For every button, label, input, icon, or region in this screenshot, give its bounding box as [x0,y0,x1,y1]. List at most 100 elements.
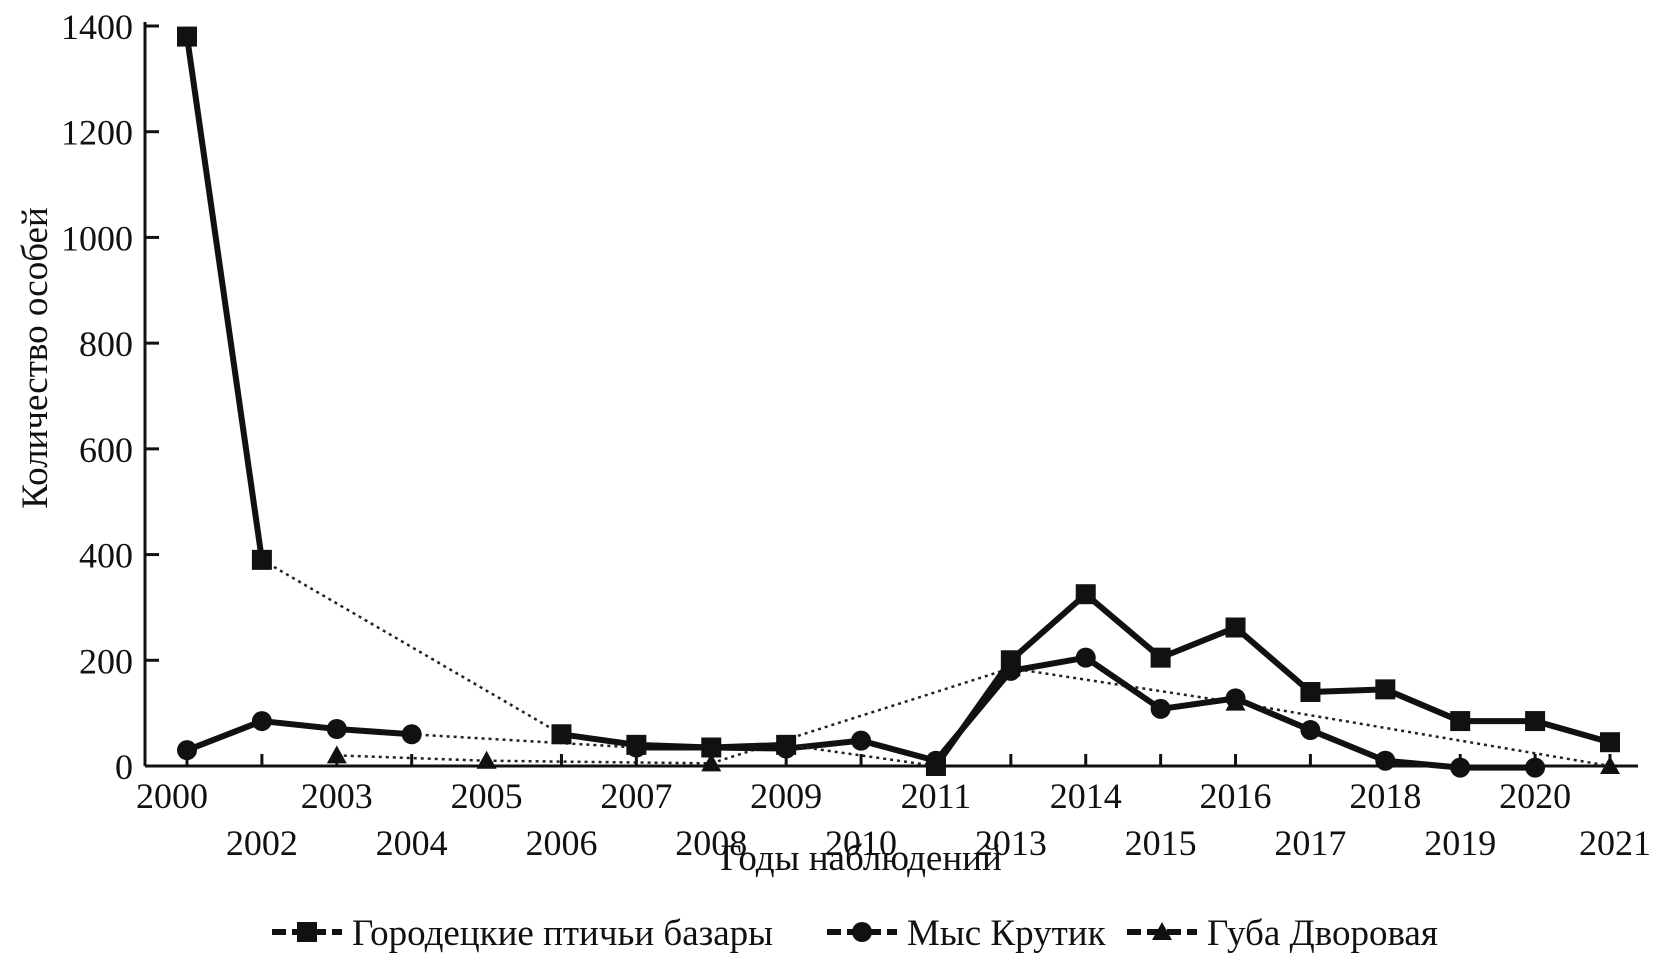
x-tick-label: 2002 [226,823,298,863]
series-line-segment [184,718,265,754]
ticks-layer: 0200400600800100012001400200020022003200… [61,7,1651,863]
legend-label: Мыс Крутик [907,913,1107,954]
series-line-segment [1082,591,1164,661]
x-tick-label: 2010 [825,823,897,863]
x-tick-label: 2018 [1349,776,1421,816]
series-line-segment [783,737,865,752]
data-point-square [251,549,272,570]
data-point-square [626,734,647,755]
legend-marker-circle [852,922,872,942]
x-tick-label: 2020 [1499,776,1571,816]
data-point-square [551,724,572,745]
legend-item: Губа Дворовая [1127,913,1438,954]
x-tick-label: 2015 [1125,823,1197,863]
axes [143,22,1638,768]
x-tick-label: 2013 [975,823,1047,863]
series-line-segment [633,741,715,751]
data-point-square [1375,679,1396,700]
y-tick-label: 1200 [61,113,133,153]
data-point-circle [401,724,422,745]
data-point-circle [251,711,272,732]
series-line-segment [1532,718,1613,746]
series-line-segment [1232,624,1314,695]
y-axis-title: Количество особей [15,207,56,509]
series-line-segment [1082,654,1164,712]
data-point-circle [326,719,347,739]
series-gap-segment [261,558,563,736]
series-line-segment [1007,654,1089,674]
series-line-segment [858,737,939,764]
data-point-square [1225,617,1246,638]
x-tick-label: 2000 [136,776,208,816]
series-line-segment [1157,695,1239,712]
series-gap-segment [785,743,937,768]
series-layer [177,26,1620,778]
x-tick-label: 2016 [1200,776,1272,816]
series-gap-segment [411,733,637,749]
data-point-square [1600,732,1620,753]
data-point-square [1450,711,1471,732]
series-line-segment [1157,624,1239,661]
x-tick-label: 2006 [525,823,597,863]
x-tick-label: 2009 [750,776,822,816]
y-tick-label: 1400 [61,7,133,47]
data-point-circle [1075,647,1096,668]
data-point-circle [851,730,872,751]
y-tick-label: 600 [79,430,133,470]
data-point-circle [1225,688,1246,709]
series-gap-segment [486,759,712,765]
data-point-square [1000,650,1021,671]
y-tick-label: 400 [79,536,133,576]
legend-marker-triangle [1152,922,1172,940]
series-line-segment [184,33,265,563]
series-line-segment [1307,686,1389,695]
y-tick-label: 800 [79,324,133,364]
x-tick-label: 2011 [901,776,972,816]
x-tick-label: 2017 [1274,823,1346,863]
series-line-segment [558,731,640,748]
y-tick-label: 0 [115,747,133,787]
x-axis-title: Годы наблюдений [720,838,1002,879]
x-tick-label: 2014 [1050,776,1122,816]
data-point-square [701,737,722,758]
series-line-segment [1232,695,1314,734]
x-tick-label: 2007 [600,776,672,816]
series-line-segment [258,718,340,732]
y-tick-label: 200 [79,641,133,681]
x-tick-label: 2003 [301,776,373,816]
data-point-circle [177,740,197,761]
data-point-square [776,734,797,755]
series-line-segment [932,657,1014,769]
series-line-segment [333,726,415,738]
series-line-segment [1382,757,1464,771]
data-point-circle [1450,757,1471,778]
data-point-square [1300,682,1321,702]
data-point-square [1150,647,1171,668]
series-line-segment [1007,591,1089,664]
data-point-circle [1150,698,1171,719]
series-line-segment [708,741,790,751]
x-tick-label: 2019 [1424,823,1496,863]
data-point-square [1075,584,1096,605]
data-point-circle [1525,757,1546,778]
series-line-segment [1307,727,1389,764]
legend-item: Мыс Крутик [827,913,1107,954]
x-tick-label: 2008 [675,823,747,863]
x-tick-label: 2021 [1579,823,1651,863]
legend-marker-square [297,922,317,942]
x-tick-label: 2005 [451,776,523,816]
data-point-square [1525,711,1546,732]
series-gap-segment [1235,701,1611,768]
series-square [177,26,1620,776]
series-gap-segment [710,667,1012,765]
y-tick-label: 1000 [61,218,133,258]
legend-item: Городецкие птичьи базары [272,913,773,954]
legend-label: Губа Дворовая [1207,913,1438,954]
series-line-segment [1382,686,1464,725]
x-tick-label: 2004 [376,823,448,863]
data-point-square [177,26,197,47]
legend: Городецкие птичьи базары Мыс Крутик Губа Д… [272,913,1438,954]
legend-label: Городецкие птичьи базары [352,913,773,954]
data-point-circle [1300,720,1321,741]
